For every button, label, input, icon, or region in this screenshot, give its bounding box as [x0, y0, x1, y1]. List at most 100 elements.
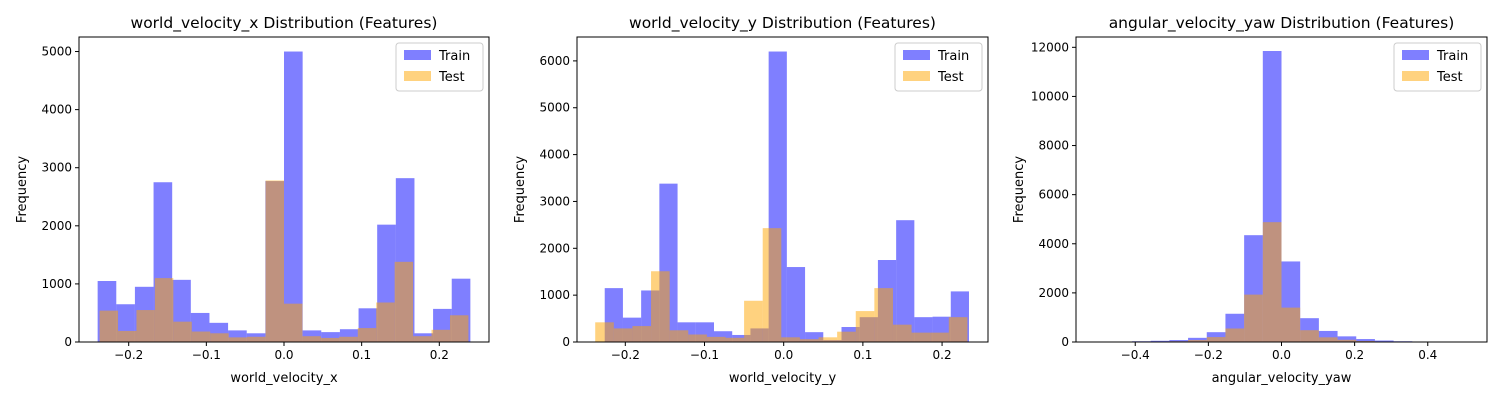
- y-tick-label: 0: [1061, 335, 1069, 349]
- bar-test: [100, 311, 118, 342]
- bar-test: [321, 338, 339, 342]
- bar-test: [173, 322, 191, 342]
- bar-test: [376, 303, 394, 343]
- x-tick-label: −0.2: [611, 348, 640, 362]
- bar-test: [229, 337, 247, 342]
- bar-train: [787, 267, 805, 342]
- y-tick-label: 0: [562, 335, 570, 349]
- series-train: [98, 52, 471, 342]
- bar-train: [284, 52, 303, 342]
- y-tick-label: 10000: [1031, 89, 1069, 103]
- bar-test: [432, 330, 450, 342]
- bar-test: [210, 333, 228, 342]
- bar-test: [856, 311, 875, 342]
- y-tick-label: 0: [64, 335, 72, 349]
- legend-label-test: Test: [937, 70, 964, 85]
- bar-test: [670, 330, 689, 342]
- bar-test: [893, 325, 912, 342]
- x-tick-label: −0.2: [114, 348, 143, 362]
- y-tick-label: 2000: [1038, 286, 1069, 300]
- bar-test: [1225, 328, 1244, 342]
- bar-test: [413, 336, 431, 342]
- legend-swatch-train: [903, 50, 930, 60]
- bar-test: [725, 338, 744, 342]
- bar-test: [266, 181, 284, 343]
- bar-test: [155, 278, 173, 342]
- legend-label-train: Train: [438, 49, 470, 64]
- y-tick-label: 1000: [41, 277, 72, 291]
- bar-train: [896, 220, 914, 342]
- bar-test: [302, 336, 320, 342]
- bar-test: [744, 301, 763, 342]
- y-tick-label: 5000: [539, 101, 570, 115]
- y-axis-label: Frequency: [513, 156, 528, 223]
- x-tick-label: 0.2: [1345, 348, 1364, 362]
- bar-test: [632, 326, 651, 342]
- y-tick-label: 4000: [41, 103, 72, 117]
- y-tick-label: 3000: [539, 194, 570, 208]
- legend-label-train: Train: [937, 49, 969, 64]
- y-tick-label: 4000: [539, 148, 570, 162]
- bar-test: [781, 337, 800, 342]
- legend-swatch-train: [1402, 50, 1429, 60]
- bar-test: [358, 328, 376, 342]
- x-axis-label: angular_velocity_yaw: [1212, 371, 1352, 386]
- bar-test: [949, 317, 968, 342]
- legend-label-test: Test: [1436, 70, 1463, 85]
- bar-test: [595, 322, 614, 342]
- bar-test: [1244, 295, 1263, 342]
- bar-test: [339, 337, 357, 342]
- bar-test: [450, 315, 468, 342]
- bar-test: [118, 331, 136, 342]
- bar-test: [136, 310, 154, 342]
- x-tick-label: −0.1: [192, 348, 221, 362]
- x-tick-label: 0.1: [853, 348, 872, 362]
- legend-swatch-test: [1402, 71, 1429, 81]
- y-tick-label: 8000: [1038, 139, 1069, 153]
- y-tick-label: 3000: [41, 161, 72, 175]
- x-tick-label: 0.0: [274, 348, 293, 362]
- chart-title: angular_velocity_yaw Distribution (Featu…: [1109, 14, 1455, 33]
- bar-test: [819, 337, 838, 342]
- x-tick-label: 0.0: [774, 348, 793, 362]
- legend-label-test: Test: [438, 70, 465, 85]
- bar-test: [247, 337, 265, 342]
- bar-test: [930, 333, 949, 342]
- bar-test: [284, 304, 302, 342]
- bar-test: [837, 332, 856, 342]
- y-tick-label: 2000: [41, 219, 72, 233]
- x-tick-label: 0.0: [1272, 348, 1291, 362]
- bar-test: [1263, 222, 1282, 342]
- chart-title: world_velocity_x Distribution (Features): [131, 14, 438, 33]
- x-tick-label: 0.1: [352, 348, 371, 362]
- bar-test: [1319, 337, 1338, 342]
- bar-test: [707, 337, 726, 342]
- x-tick-label: −0.4: [1121, 348, 1150, 362]
- x-axis-label: world_velocity_y: [729, 371, 837, 386]
- legend-swatch-test: [404, 71, 431, 81]
- y-tick-label: 6000: [1038, 188, 1069, 202]
- bar-test: [192, 332, 210, 342]
- y-tick-label: 6000: [539, 54, 570, 68]
- legend-swatch-test: [903, 71, 930, 81]
- bar-test: [874, 288, 893, 342]
- legend: Train Test: [895, 43, 982, 91]
- bar-test: [1207, 337, 1226, 342]
- y-axis-label: Frequency: [1012, 156, 1027, 223]
- bar-test: [651, 271, 670, 342]
- bar-test: [614, 328, 633, 342]
- y-tick-label: 5000: [41, 45, 72, 59]
- y-tick-label: 1000: [539, 288, 570, 302]
- x-axis-label: world_velocity_x: [230, 371, 338, 386]
- bar-test: [912, 333, 931, 342]
- bar-test: [395, 262, 413, 342]
- x-tick-label: −0.1: [690, 348, 719, 362]
- y-tick-label: 2000: [539, 241, 570, 255]
- bar-test: [688, 335, 707, 343]
- y-tick-label: 4000: [1038, 237, 1069, 251]
- x-tick-label: 0.4: [1418, 348, 1437, 362]
